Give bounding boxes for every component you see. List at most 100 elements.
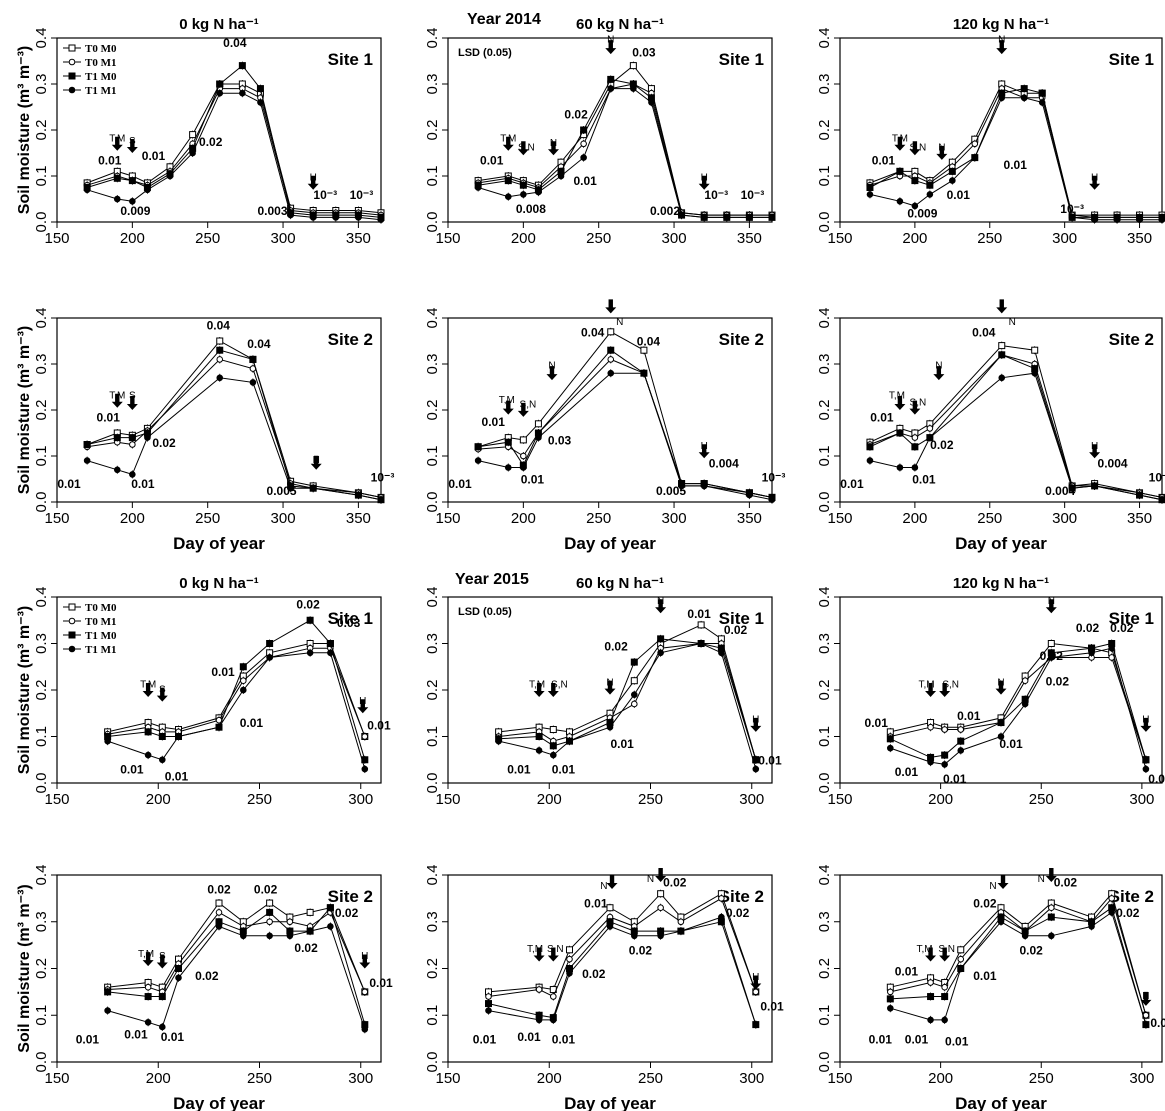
data-point <box>504 177 512 185</box>
data-point <box>566 955 573 963</box>
data-point <box>580 140 587 148</box>
data-point <box>535 986 543 993</box>
data-point <box>1048 932 1055 940</box>
annotation-label: N <box>935 361 942 372</box>
series-line <box>478 349 773 498</box>
arrow-marker <box>142 952 154 967</box>
data-point <box>606 723 614 731</box>
annotation-label: 0.01 <box>552 1032 576 1046</box>
x-tick-label: 200 <box>146 1070 171 1087</box>
legend: T0 M0 T0 M1 T1 M0 T1 M1 <box>61 42 131 102</box>
data-point <box>896 429 904 437</box>
data-point <box>1068 484 1076 492</box>
arrow-marker <box>142 682 154 697</box>
x-axis-label: Day of year <box>564 534 656 553</box>
data-point <box>166 172 174 180</box>
legend-label: T1 M1 <box>85 644 116 656</box>
data-point <box>1048 654 1055 661</box>
data-point <box>215 899 223 907</box>
y-tick-label: 0.3 <box>33 354 50 375</box>
x-tick-label: 200 <box>511 510 536 527</box>
x-tick-label: 300 <box>271 510 296 527</box>
annotation-label: 0.01 <box>482 415 506 429</box>
x-tick-label: 300 <box>739 1070 764 1087</box>
annotation-label: S <box>159 684 166 695</box>
annotation-label: 0.04 <box>972 325 996 339</box>
legend-marker <box>68 631 76 639</box>
annotation-label: 0.01 <box>973 969 997 983</box>
annotation-label: T,M <box>918 680 934 691</box>
series-line <box>498 638 757 760</box>
legend-marker <box>68 603 76 611</box>
data-point <box>83 186 91 194</box>
data-point <box>1142 1021 1150 1028</box>
series-line <box>869 354 1163 498</box>
series-line <box>87 358 382 498</box>
site-label: Site 1 <box>328 609 373 628</box>
annotation-label: 0.01 <box>473 1032 497 1046</box>
annotation-label: 0.01 <box>610 737 634 751</box>
data-point <box>175 733 182 740</box>
y-tick-label: 0.2 <box>33 120 50 141</box>
y-tick-label: 0.1 <box>816 1005 833 1026</box>
y-axis-label: Soil moisture (m³ m⁻³) <box>16 606 33 774</box>
data-point <box>520 464 527 471</box>
annotation-label: N <box>600 881 607 892</box>
data-point <box>535 733 543 740</box>
x-tick-label: 200 <box>120 510 145 527</box>
data-point <box>286 918 294 926</box>
data-point <box>926 181 934 189</box>
y-tick-label: 0.0 <box>33 773 50 794</box>
annotation-label: T,M <box>499 395 515 406</box>
y-tick-label: 0.2 <box>33 680 50 701</box>
data-point <box>249 379 257 386</box>
annotation-label: 0.01 <box>161 1030 185 1044</box>
x-tick-label: 150 <box>827 1070 852 1087</box>
annotation-label: 0.02 <box>724 623 748 637</box>
data-point <box>361 1025 369 1033</box>
series-line <box>107 906 366 1025</box>
data-point <box>159 1023 166 1031</box>
annotation-label: H <box>1142 715 1149 726</box>
data-point <box>144 1018 152 1026</box>
x-tick-label: 150 <box>435 791 460 808</box>
x-tick-label: 150 <box>44 510 69 527</box>
series-line <box>890 657 1147 760</box>
annotation-label: T,M <box>500 134 516 145</box>
annotation-label: 0.01 <box>517 1030 541 1044</box>
data-point <box>606 904 614 912</box>
annotation-label: N <box>657 596 664 607</box>
data-point <box>941 983 948 991</box>
annotation-label: 0.01 <box>98 154 122 168</box>
series-line <box>498 642 757 770</box>
y-tick-label: 0.4 <box>424 308 441 329</box>
x-tick-label: 200 <box>928 791 953 808</box>
legend-label: T0 M1 <box>85 57 116 69</box>
x-tick-label: 250 <box>195 510 220 527</box>
data-point <box>866 184 874 191</box>
data-point <box>887 744 894 752</box>
annotation-label: T,M <box>889 391 905 402</box>
annotation-label: 0.01 <box>120 763 144 777</box>
annotation-label: 0.02 <box>254 883 278 897</box>
panel: 150 200 250 300 350 0.0 0.1 0.2 0.3 0.4 120 kg N h… <box>816 16 1165 247</box>
annotation-label: S,N <box>938 944 955 955</box>
data-point <box>718 649 725 657</box>
data-point <box>83 457 91 464</box>
arrow-marker <box>502 136 514 151</box>
x-tick-label: 150 <box>44 230 69 247</box>
data-point <box>240 686 247 694</box>
data-point <box>886 735 894 743</box>
data-point <box>104 1007 111 1014</box>
annotation-label: 0.009 <box>120 204 150 218</box>
annotation-label: 0.02 <box>629 943 653 957</box>
annotation-label: 0.01 <box>97 411 121 425</box>
data-point <box>1108 644 1115 652</box>
y-tick-label: 0.3 <box>33 74 50 95</box>
data-point <box>957 726 965 733</box>
series-line <box>107 925 366 1030</box>
data-point <box>326 904 334 912</box>
y-tick-label: 0.1 <box>816 446 833 467</box>
